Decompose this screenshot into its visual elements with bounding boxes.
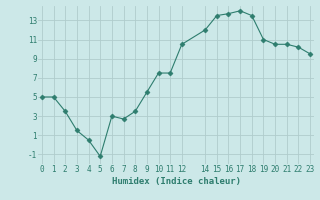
- X-axis label: Humidex (Indice chaleur): Humidex (Indice chaleur): [111, 177, 241, 186]
